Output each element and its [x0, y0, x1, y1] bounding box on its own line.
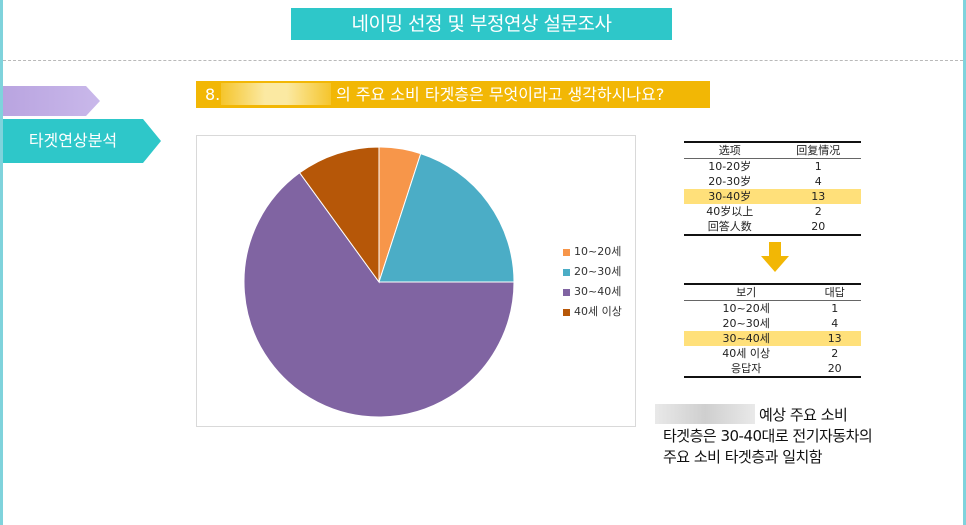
chart-legend: 10~20세 20~30세 30~40세 40세 이상: [563, 242, 622, 322]
table-cell: 10-20岁: [708, 160, 752, 173]
pie-chart: [243, 146, 515, 418]
question-text: 의 주요 소비 타겟층은 무엇이라고 생각하시나요?: [336, 85, 665, 104]
table-row: 40세 이상 2: [684, 346, 861, 361]
pie-chart-area: [196, 135, 636, 427]
note-text: 예상 주요 소비: [759, 406, 848, 424]
conclusion-note: 예상 주요 소비 타겟층은 30-40대로 전기자동차의 주요 소비 타겟층과 …: [655, 404, 923, 468]
question-bar: 8. 의 주요 소비 타겟층은 무엇이라고 생각하시나요?: [196, 81, 710, 108]
redacted-brand-name: [655, 404, 755, 424]
question-number: 8.: [205, 85, 221, 104]
table-cell: 20: [827, 362, 842, 375]
column-header: 보기: [736, 286, 757, 299]
table-row: 40岁以上 2: [684, 204, 861, 219]
legend-swatch: [563, 268, 570, 276]
table-cell: 30~40세: [684, 331, 809, 346]
original-response-table: 选项 回复情况 10-20岁 1 20-30岁 4 30-40岁 13 40岁以…: [684, 141, 861, 236]
legend-swatch: [563, 308, 570, 316]
table-row: 回答人数 20: [684, 219, 861, 235]
pie-slice: [378, 152, 515, 283]
table-cell: 4: [831, 317, 839, 330]
table-cell: 4: [814, 175, 822, 188]
note-line: 예상 주요 소비: [655, 404, 923, 426]
legend-swatch: [563, 248, 570, 256]
table-cell: 20: [811, 220, 826, 233]
page-title: 네이밍 선정 및 부정연상 설문조사: [291, 8, 672, 40]
table-cell: 20~30세: [722, 317, 770, 330]
legend-item: 40세 이상: [563, 302, 622, 322]
dashed-divider: [3, 60, 963, 61]
teal-arrow-tab[interactable]: [3, 119, 161, 163]
table-header-row: 보기 대답: [684, 284, 861, 301]
legend-label: 40세 이상: [574, 305, 622, 318]
column-header: 回复情况: [796, 144, 841, 157]
translated-response-table: 보기 대답 10~20세 1 20~30세 4 30~40세 13 40세 이상…: [684, 283, 861, 378]
pie-slice: [243, 172, 515, 418]
legend-item: 20~30세: [563, 262, 622, 282]
table-cell: 13: [808, 331, 861, 346]
legend-label: 20~30세: [574, 265, 622, 278]
purple-arrow-tab: [3, 86, 100, 116]
redacted-brand-name: [221, 83, 331, 105]
note-line: 타겟층은 30-40대로 전기자동차의: [663, 427, 873, 445]
table-cell: 回答人数: [707, 220, 752, 233]
column-header: 选项: [718, 144, 741, 157]
table-cell: 2: [831, 347, 839, 360]
column-header: 대답: [824, 286, 845, 299]
table-row-highlighted: 30~40세 13: [684, 331, 861, 346]
table-cell: 40세 이상: [722, 347, 771, 360]
legend-label: 10~20세: [574, 245, 622, 258]
table-cell: 응답자: [731, 362, 762, 375]
table-row: 응답자 20: [684, 361, 861, 377]
table-cell: 20-30岁: [708, 175, 752, 188]
table-cell: 2: [814, 205, 822, 218]
legend-label: 30~40세: [574, 285, 622, 298]
table-row: 10~20세 1: [684, 301, 861, 317]
legend-swatch: [563, 288, 570, 296]
pie-slice: [298, 146, 380, 284]
note-line: 주요 소비 타겟층과 일치함: [663, 448, 823, 466]
tab-target-analysis[interactable]: 타겟연상분석: [28, 131, 118, 150]
legend-item: 10~20세: [563, 242, 622, 262]
arrow-down-icon: [761, 242, 789, 272]
table-row-highlighted: 30-40岁 13: [684, 189, 861, 204]
legend-item: 30~40세: [563, 282, 622, 302]
table-cell: 13: [775, 189, 861, 204]
table-cell: 10~20세: [722, 302, 770, 315]
table-cell: 30-40岁: [684, 189, 776, 204]
table-row: 20-30岁 4: [684, 174, 861, 189]
table-row: 20~30세 4: [684, 316, 861, 331]
table-cell: 40岁以上: [706, 205, 754, 218]
table-header-row: 选项 回复情况: [684, 142, 861, 159]
table-row: 10-20岁 1: [684, 159, 861, 175]
table-cell: 1: [831, 302, 839, 315]
table-cell: 1: [814, 160, 822, 173]
